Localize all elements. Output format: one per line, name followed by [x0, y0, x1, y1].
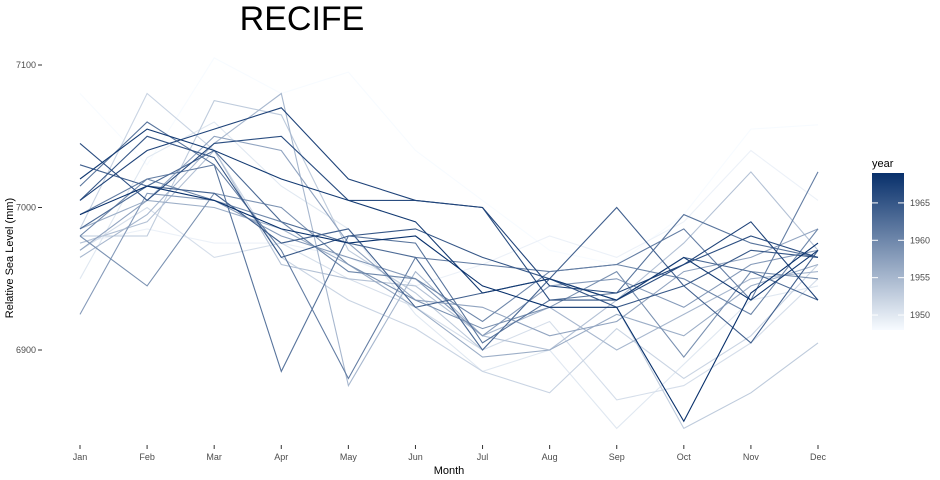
- x-tick-label-feb: Feb: [139, 452, 155, 462]
- series-line-1965: [79, 135, 819, 308]
- x-tick-label-mar: Mar: [206, 452, 222, 462]
- y-axis-title: Relative Sea Level (mm): [4, 198, 16, 318]
- x-tick-label-apr: Apr: [274, 452, 288, 462]
- y-tick-label-7100: 7100: [16, 60, 36, 70]
- legend-title: year: [872, 158, 894, 170]
- series-line-1968: [79, 128, 819, 301]
- x-tick-label-dec: Dec: [810, 452, 827, 462]
- x-tick-label-aug: Aug: [542, 452, 558, 462]
- legend-label-1950: 1950: [910, 310, 930, 320]
- series-lines: [79, 57, 819, 430]
- series-line-1954: [79, 149, 819, 351]
- x-tick-label-jun: Jun: [408, 452, 423, 462]
- series-line-1962: [79, 121, 819, 373]
- x-tick-label-jan: Jan: [73, 452, 88, 462]
- x-tick-label-nov: Nov: [743, 452, 760, 462]
- y-axis: 6900 7000 7100: [16, 60, 42, 355]
- legend-label-1955: 1955: [910, 273, 930, 283]
- chart-title: RECIFE: [240, 0, 365, 38]
- legend-ticks: 1965 1960 1955 1950: [872, 198, 930, 320]
- y-tick-label-7000: 7000: [16, 203, 36, 213]
- x-tick-label-sep: Sep: [609, 452, 625, 462]
- y-tick-label-6900: 6900: [16, 345, 36, 355]
- x-axis-title: Month: [434, 465, 465, 477]
- x-tick-label-jul: Jul: [477, 452, 489, 462]
- legend-label-1965: 1965: [910, 198, 930, 208]
- series-line-1958: [79, 192, 819, 337]
- series-line-1969: [79, 185, 819, 423]
- series-line-1959: [79, 192, 819, 358]
- series-line-1956: [79, 199, 819, 358]
- series-line-1950: [79, 121, 819, 430]
- legend-colorbar: [872, 173, 904, 330]
- series-line-1952: [79, 92, 819, 394]
- series-line-1949: [79, 149, 819, 287]
- series-line-1951: [79, 206, 819, 401]
- x-tick-label-oct: Oct: [677, 452, 692, 462]
- x-tick-label-may: May: [340, 452, 358, 462]
- color-legend: year 1965 1960 1955 1950: [872, 158, 930, 330]
- series-line-1967: [79, 107, 819, 301]
- series-line-1953: [80, 99, 819, 430]
- legend-label-1960: 1960: [910, 235, 930, 245]
- series-line-1948: [79, 57, 819, 266]
- series-line-1963: [79, 149, 819, 351]
- x-axis: Jan Feb Mar Apr May Jun Jul Aug Sep Oct Nov Dec: [73, 445, 827, 462]
- series-line-1964: [79, 164, 819, 344]
